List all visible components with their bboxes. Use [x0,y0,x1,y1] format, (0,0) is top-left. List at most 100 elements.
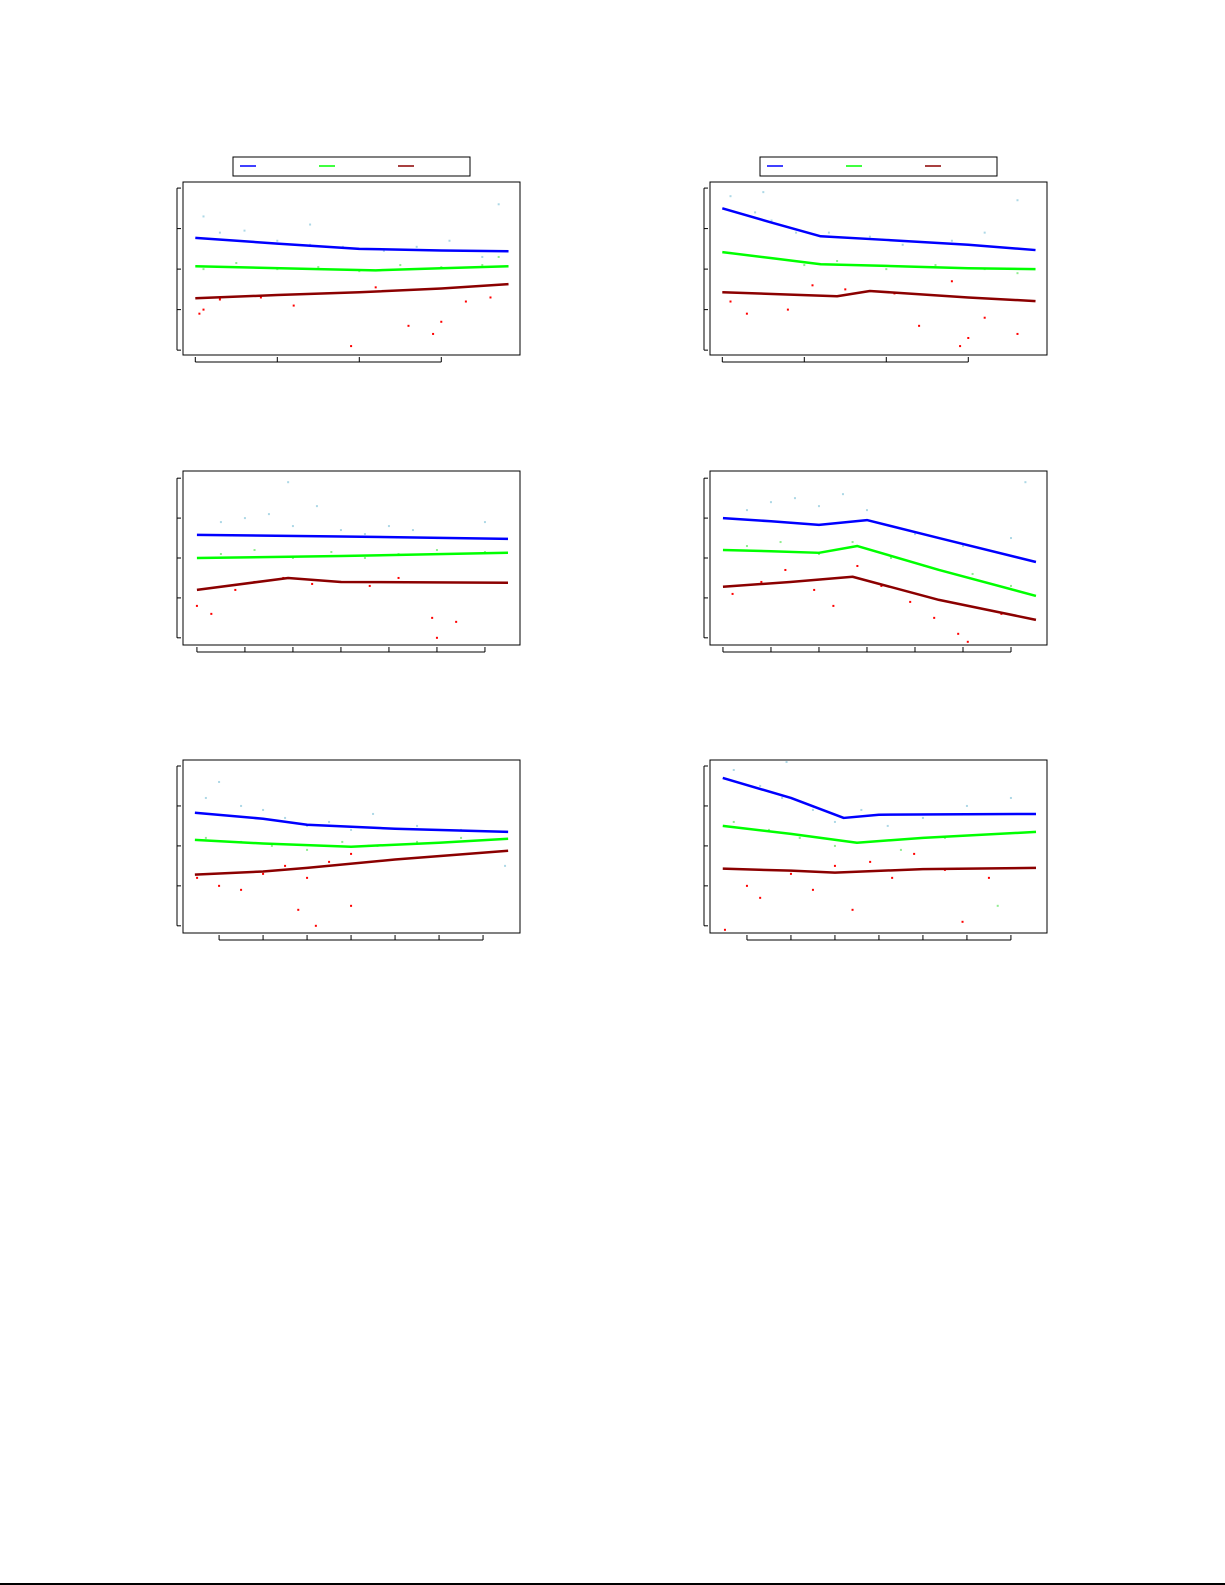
lower-data-point [368,584,371,587]
lower-data-point [240,888,243,891]
lower-data-point [262,872,265,875]
lower-data-point [259,296,262,299]
middle-data-point [291,557,294,559]
middle-data-point [399,264,402,267]
upper-data-point [785,760,788,763]
lower-data-point [489,296,492,299]
lower-data-point [311,582,314,585]
lower-data-point [731,592,734,595]
upper-data-point [411,529,414,532]
middle-data-point [253,549,256,552]
middle-data-point [767,828,770,831]
chart-panel-6 [703,759,1048,941]
upper-data-point [868,235,871,238]
lower-data-point [759,896,762,899]
lower-data-point [880,584,883,587]
plot-frame [182,181,521,356]
lower-data-point [745,884,748,887]
upper-data-point [833,820,836,823]
upper-data-point [382,249,385,252]
lower-data-point [1016,332,1019,335]
chart-panel-3 [176,470,521,653]
lower-data-point [844,288,847,291]
plot-frame [182,759,521,934]
lower-data-point [760,580,763,583]
upper-data-point [762,191,765,194]
lower-data-point [350,904,353,907]
lower-data-point [967,336,970,339]
lower-data-point [786,308,789,311]
upper-data-point [202,215,205,218]
page-bottom-rule [0,1583,1225,1585]
upper-data-point [1024,481,1027,484]
upper-data-point [309,223,312,226]
middle-data-point [803,264,806,267]
upper-data-point [315,505,318,508]
upper-data-point [262,808,265,811]
upper-data-point [416,824,419,827]
lower-data-point [440,320,443,323]
lower-data-point [314,924,317,927]
upper-data-point [961,545,964,548]
middle-smooth-line [195,265,509,272]
lower-data-point [909,600,912,603]
upper-smooth-line [194,811,509,834]
upper-data-point [865,509,868,512]
lower-smooth-line [722,866,1037,874]
lower-data-point [218,884,221,887]
middle-data-point [889,557,892,559]
lower-data-point [933,616,936,619]
upper-data-point [793,497,796,500]
upper-data-point [415,245,418,248]
plot-frame [709,470,1048,646]
lower-data-point [957,632,960,635]
lower-data-point [397,576,400,579]
lower-smooth-line [722,289,1036,303]
legend-box [232,156,471,177]
lower-data-point [983,316,986,319]
lower-data-point [966,640,969,643]
upper-smooth-line [722,776,1037,820]
upper-data-point [448,239,451,242]
lower-data-point [196,876,199,879]
lower-data-point [198,312,201,315]
lower-data-point [856,564,859,567]
lower-data-point [811,888,814,891]
upper-data-point [504,864,507,867]
lower-data-point [210,612,213,615]
upper-data-point [950,239,953,242]
lower-data-point [869,860,872,863]
upper-data-point [497,203,500,206]
middle-data-point [798,836,801,839]
upper-smooth-line [722,516,1037,564]
middle-data-point [235,262,238,265]
lower-data-point [950,280,953,283]
upper-data-point [219,521,222,524]
upper-data-point [387,525,390,528]
middle-data-point [330,551,333,554]
upper-data-point [240,804,243,807]
lower-data-point [432,332,435,335]
upper-data-point [795,231,798,234]
upper-data-point [729,195,732,198]
lower-data-point [195,604,198,607]
upper-data-point [350,828,353,831]
middle-data-point [341,840,344,843]
middle-data-point [460,836,463,839]
lower-data-point [789,872,792,875]
middle-data-point [416,840,419,843]
lower-data-point [729,300,732,303]
lower-data-point [306,876,309,879]
upper-data-point [1009,537,1012,540]
lower-data-point [284,864,287,867]
lower-smooth-line [194,849,509,876]
legend [232,156,471,177]
upper-data-point [965,804,968,807]
upper-smooth-line [196,533,509,541]
upper-data-point [1016,199,1019,202]
legend [759,156,998,177]
middle-data-point [317,266,320,269]
lower-data-point [723,928,726,931]
lower-smooth-line [196,576,509,592]
upper-data-point [745,509,748,512]
